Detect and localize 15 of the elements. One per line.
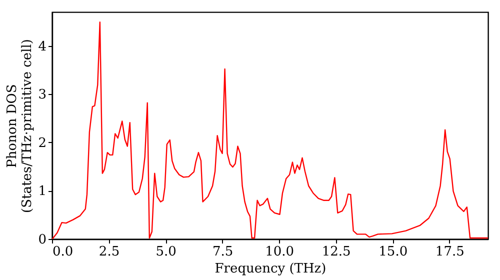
x-tick-label: 15.0 <box>378 244 408 260</box>
y-tick-label: 4 <box>38 39 46 54</box>
x-tick-label: 12.5 <box>322 244 351 260</box>
y-axis-title: Phonon DOS (States/THz·primitive cell) <box>5 38 36 214</box>
y-tick-label: 0 <box>38 232 46 248</box>
x-tick-label: 0.0 <box>52 244 74 260</box>
x-tick-label: 5.0 <box>156 244 176 260</box>
y-tick-label: 2 <box>38 136 46 151</box>
y-tick-label: 1 <box>38 184 46 200</box>
x-tick-label: 7.5 <box>212 244 234 260</box>
y-tick-label: 3 <box>38 88 46 103</box>
x-tick-label: 17.5 <box>435 244 464 260</box>
x-axis-title: Frequency (THz) <box>214 262 326 276</box>
x-tick-label: 2.5 <box>98 244 120 260</box>
x-tick-label: 10.0 <box>265 244 294 260</box>
